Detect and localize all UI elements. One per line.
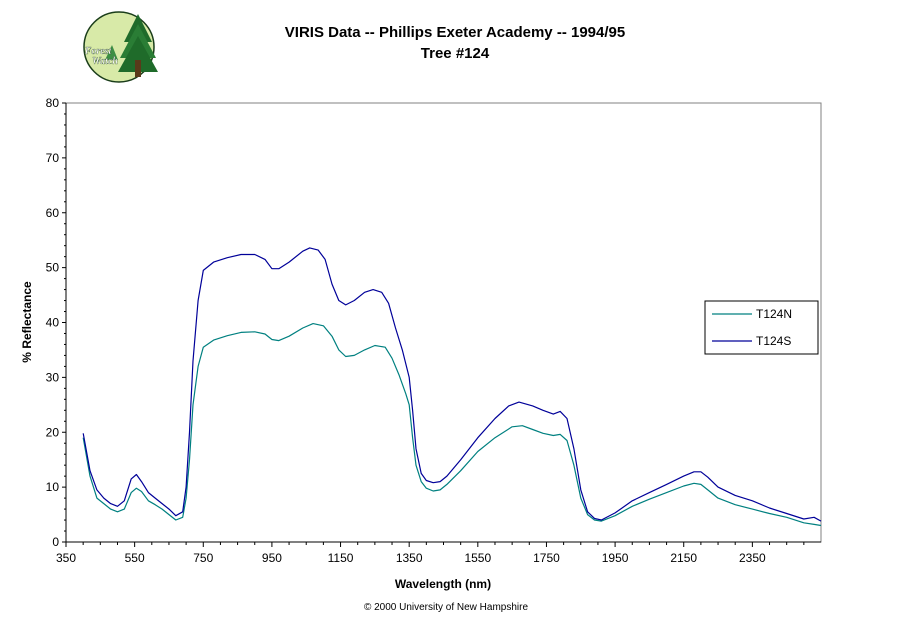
- x-tick-label: 2150: [670, 551, 697, 565]
- x-tick-label: 550: [125, 551, 145, 565]
- y-tick-label: 10: [46, 480, 60, 494]
- chart-subtitle: Tree #124: [421, 45, 490, 62]
- y-tick-label: 50: [46, 261, 60, 275]
- y-tick-label: 0: [52, 535, 59, 549]
- x-tick-label: 350: [56, 551, 76, 565]
- chart-title: VIRIS Data -- Phillips Exeter Academy --…: [285, 24, 625, 41]
- copyright-text: © 2000 University of New Hampshire: [364, 602, 529, 613]
- x-tick-label: 2350: [739, 551, 766, 565]
- x-tick-label: 1950: [602, 551, 629, 565]
- x-tick-label: 750: [193, 551, 213, 565]
- legend: T124N T124S: [704, 300, 819, 355]
- forest-watch-logo-icon: Forest Watch: [83, 11, 158, 83]
- y-tick-label: 60: [46, 206, 60, 220]
- x-tick-label: 1350: [396, 551, 423, 565]
- x-tick-label: 950: [262, 551, 282, 565]
- series-line-t124n: [82, 323, 822, 527]
- x-tick-label: 1550: [464, 551, 491, 565]
- y-tick-label: 70: [46, 151, 60, 165]
- x-tick-label: 1750: [533, 551, 560, 565]
- y-tick-label: 20: [46, 425, 60, 439]
- y-tick-label: 40: [46, 316, 60, 330]
- legend-label-t124n: T124N: [756, 307, 792, 321]
- x-axis-title: Wavelength (nm): [395, 577, 491, 591]
- y-tick-label: 30: [46, 370, 60, 384]
- logo-text-line1: Forest: [84, 46, 113, 57]
- x-tick-label: 1150: [328, 551, 354, 565]
- legend-box: [704, 300, 819, 355]
- logo-text-line2: Watch: [92, 56, 118, 67]
- y-tick-label: 80: [46, 96, 60, 110]
- legend-label-t124s: T124S: [756, 334, 791, 348]
- y-axis-title: % Reflectance: [20, 281, 34, 363]
- series-line-t124s: [82, 247, 822, 522]
